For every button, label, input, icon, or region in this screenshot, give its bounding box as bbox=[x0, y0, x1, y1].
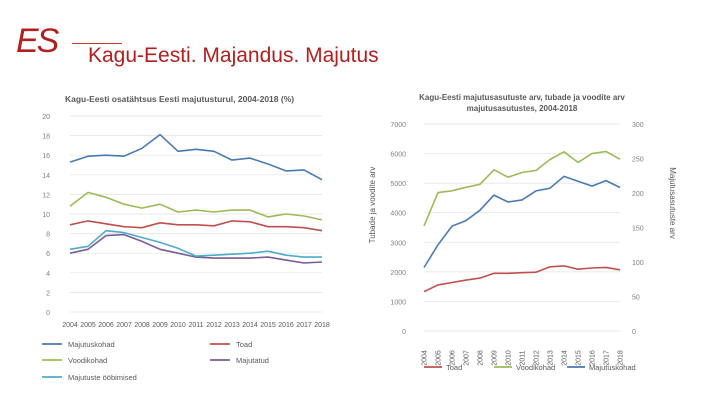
page-title: Kagu-Eesti. Majandus. Majutus bbox=[88, 44, 379, 67]
chart2-y2label: Majutusasutuste arv bbox=[668, 167, 677, 239]
logo-text: ES bbox=[16, 22, 60, 60]
chart2-ytick: 5000 bbox=[390, 181, 406, 188]
chart2-xtick: 2009 bbox=[492, 350, 499, 366]
chart2-xtick: 2008 bbox=[478, 350, 485, 366]
chart2-xtick: 2015 bbox=[576, 350, 583, 366]
chart1-xtick: 2010 bbox=[170, 322, 186, 329]
chart1-xtick: 2016 bbox=[278, 322, 294, 329]
chart1-xtick: 2006 bbox=[98, 322, 114, 329]
chart1-xtick: 2012 bbox=[206, 322, 222, 329]
chart2-ytick: 4000 bbox=[390, 211, 406, 218]
chart1-ytick: 6 bbox=[46, 251, 50, 258]
chart1-legend-label: Voodikohad bbox=[68, 356, 107, 365]
chart2-xtick: 2017 bbox=[604, 350, 611, 366]
chart1-xtick: 2004 bbox=[62, 322, 78, 329]
chart2-xtick: 2018 bbox=[618, 350, 625, 366]
chart2-ytick: 6000 bbox=[390, 152, 406, 159]
chart1-ytick: 8 bbox=[46, 232, 50, 239]
chart2-ytick: 2000 bbox=[390, 270, 406, 277]
chart2-legend-label: Toad bbox=[446, 363, 462, 372]
chart2-series-line bbox=[423, 150, 621, 227]
chart1-xtick: 2005 bbox=[80, 322, 96, 329]
chart2-legend-label: Majutuskohad bbox=[589, 363, 636, 372]
chart1-ytick: 4 bbox=[46, 271, 50, 278]
chart2-ytick: 3000 bbox=[390, 240, 406, 247]
chart2-xtick: 2007 bbox=[464, 350, 471, 366]
chart1-series-line bbox=[69, 191, 323, 221]
chart1-legend-label: Majutatud bbox=[236, 356, 269, 365]
chart1-ytick: 20 bbox=[42, 114, 50, 121]
chart2-title-line: majutusasutustes, 2004-2018 bbox=[467, 104, 578, 113]
chart1-xtick: 2017 bbox=[296, 322, 312, 329]
chart1-legend-label: Majutuskohad bbox=[68, 340, 115, 349]
chart2-series-line bbox=[423, 175, 621, 268]
chart1-ytick: 16 bbox=[42, 153, 50, 160]
chart1-ytick: 0 bbox=[46, 310, 50, 317]
chart2-ylabel: Tubade ja voodite arv bbox=[368, 167, 377, 244]
chart2-xtick: 2011 bbox=[520, 350, 527, 365]
header-divider bbox=[72, 43, 122, 44]
chart1-ytick: 2 bbox=[46, 290, 50, 297]
chart1-xtick: 2011 bbox=[188, 322, 203, 329]
chart2-ytick: 1000 bbox=[390, 299, 406, 306]
chart2-xtick: 2016 bbox=[590, 350, 597, 366]
chart1-legend-label: Majutuste ööbimised bbox=[68, 373, 137, 382]
chart1-legend-label: Toad bbox=[236, 340, 252, 349]
chart2-series-line bbox=[423, 265, 621, 293]
brand-logo: ES bbox=[16, 22, 62, 60]
chart2-y2tick: 300 bbox=[632, 122, 644, 129]
chart1-series-line bbox=[69, 133, 323, 181]
chart2-xtick: 2004 bbox=[422, 350, 429, 366]
chart2-y2tick: 150 bbox=[632, 226, 644, 233]
chart1-xtick: 2007 bbox=[116, 322, 132, 329]
chart1-xtick: 2015 bbox=[260, 322, 276, 329]
chart2-title-line: Kagu-Eesti majutusasutuste arv, tubade j… bbox=[419, 93, 625, 102]
chart2-ytick: 7000 bbox=[390, 122, 406, 129]
chart2-xtick: 2012 bbox=[534, 350, 541, 366]
chart2-y2tick: 100 bbox=[632, 260, 644, 267]
chart-share-percent: Kagu-Eesti osatähtsus Eesti majutusturul… bbox=[42, 94, 330, 382]
chart2-xtick: 2010 bbox=[506, 350, 513, 366]
chart2-y2tick: 50 bbox=[632, 295, 640, 302]
chart-counts: Kagu-Eesti majutusasutuste arv, tubade j… bbox=[368, 93, 677, 372]
chart1-xtick: 2014 bbox=[242, 322, 258, 329]
chart1-xtick: 2018 bbox=[314, 322, 330, 329]
chart2-y2tick: 200 bbox=[632, 191, 644, 198]
chart1-series-line bbox=[69, 229, 322, 258]
chart1-series-line bbox=[69, 220, 323, 232]
chart2-xtick: 2005 bbox=[436, 350, 443, 366]
chart2-legend-label: Voodikohad bbox=[516, 363, 555, 372]
chart2-y2tick: 250 bbox=[632, 157, 644, 164]
chart1-xtick: 2008 bbox=[134, 322, 150, 329]
chart1-xtick: 2013 bbox=[224, 322, 240, 329]
chart1-series-line bbox=[69, 233, 323, 264]
chart2-xtick: 2014 bbox=[562, 350, 569, 366]
chart1-title: Kagu-Eesti osatähtsus Eesti majutusturul… bbox=[65, 94, 294, 104]
chart1-ytick: 18 bbox=[42, 134, 50, 141]
chart1-ytick: 12 bbox=[42, 192, 50, 199]
chart1-ytick: 14 bbox=[42, 173, 50, 180]
chart2-xtick: 2006 bbox=[450, 350, 457, 366]
chart2-xtick: 2013 bbox=[548, 350, 555, 366]
chart2-ytick: 0 bbox=[402, 329, 406, 336]
chart1-xtick: 2009 bbox=[152, 322, 168, 329]
chart1-ytick: 10 bbox=[42, 212, 50, 219]
chart2-y2tick: 0 bbox=[632, 329, 636, 336]
